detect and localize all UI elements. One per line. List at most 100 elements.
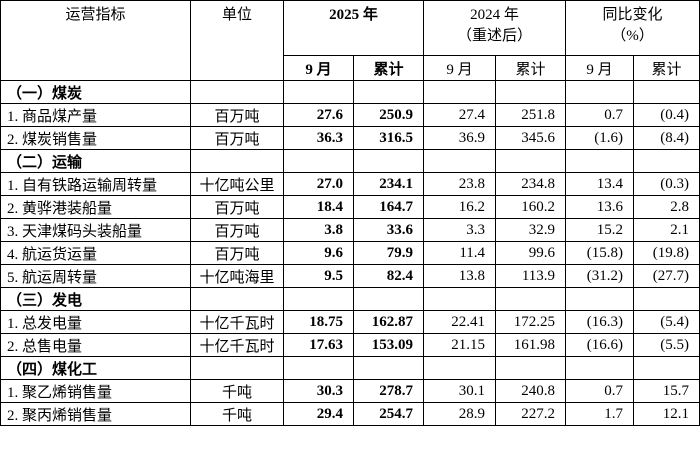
value: 345.6 xyxy=(495,126,567,150)
data-row: 5. 航运周转量 十亿吨海里 9.5 82.4 13.8 113.9 (31.2) (27.7… xyxy=(0,264,700,288)
value: 254.7 xyxy=(352,402,425,426)
section-row: （四）煤化工 xyxy=(0,356,700,380)
data-row: 3. 天津煤码头装船量 百万吨 3.8 33.6 3.3 32.9 15.2 2.1 xyxy=(0,218,700,242)
value: (31.2) xyxy=(565,264,635,288)
header-cell: 累计 xyxy=(495,55,567,81)
unit: 十亿千瓦时 xyxy=(190,333,284,357)
data-row: 1. 总发电量 十亿千瓦时 18.75 162.87 22.41 172.25 (16.3)… xyxy=(0,310,700,334)
value: (8.4) xyxy=(633,126,700,150)
value: 30.1 xyxy=(423,379,497,403)
empty-cell xyxy=(190,287,284,311)
value: 0.7 xyxy=(565,103,635,127)
empty-cell xyxy=(495,356,567,380)
indicator: 1. 总发电量 xyxy=(0,310,191,334)
header-line: （重述后） xyxy=(457,28,533,44)
value: (5.4) xyxy=(633,310,700,334)
header-row: 9 月累计 9 月累计 9 月累计 xyxy=(1,55,700,81)
value: 9.6 xyxy=(283,241,354,265)
section-title: （一）煤炭 xyxy=(0,80,191,104)
value: 172.25 xyxy=(495,310,567,334)
value: 99.6 xyxy=(495,241,567,265)
unit: 百万吨 xyxy=(190,126,284,150)
section-row: （三）发电 xyxy=(0,287,700,311)
data-row: 2. 煤炭销售量 百万吨 36.3 316.5 36.9 345.6 (1.6) (8.4) xyxy=(0,126,700,150)
data-row: 2. 聚丙烯销售量 千吨 29.4 254.7 28.9 227.2 1.7 12.1 xyxy=(0,402,700,426)
operations-table: 运营指标 单位 2025 年 2024 年（重述后） 同比变化 （%） 9 月累计 9 月累计… xyxy=(0,0,700,426)
indicator: 2. 黄骅港装船量 xyxy=(0,195,191,219)
value: 30.3 xyxy=(283,379,354,403)
unit: 百万吨 xyxy=(190,195,284,219)
data-row: 2. 总售电量 十亿千瓦时 17.63 153.09 21.15 161.98 (16.6)… xyxy=(0,333,700,357)
value: 27.6 xyxy=(283,103,354,127)
empty-cell xyxy=(565,287,635,311)
header-line: 2024 年 xyxy=(470,7,519,23)
data-row: 1. 商品煤产量 百万吨 27.6 250.9 27.4 251.8 0.7 (0.4) xyxy=(0,103,700,127)
value: (27.7) xyxy=(633,264,700,288)
header-cell: 累计 xyxy=(633,55,700,81)
empty-cell xyxy=(352,356,425,380)
empty-cell xyxy=(633,287,700,311)
unit: 百万吨 xyxy=(190,218,284,242)
value: 23.8 xyxy=(423,172,497,196)
header-cell: 2024 年 （重述后） xyxy=(423,0,567,56)
indicator: 2. 煤炭销售量 xyxy=(0,126,191,150)
section-title: （四）煤化工 xyxy=(0,356,191,380)
empty-cell xyxy=(423,287,497,311)
value: (16.6) xyxy=(565,333,635,357)
header-cell: 同比变化 （%） xyxy=(565,0,700,56)
empty-cell xyxy=(495,149,567,173)
indicator: 3. 天津煤码头装船量 xyxy=(0,218,191,242)
value: 227.2 xyxy=(495,402,567,426)
unit: 千吨 xyxy=(190,402,284,426)
empty-cell xyxy=(633,356,700,380)
value: 162.87 xyxy=(352,310,425,334)
empty-cell xyxy=(190,356,284,380)
value: 36.9 xyxy=(423,126,497,150)
value: 15.7 xyxy=(633,379,700,403)
value: 164.7 xyxy=(352,195,425,219)
value: 33.6 xyxy=(352,218,425,242)
value: 27.0 xyxy=(283,172,354,196)
value: 32.9 xyxy=(495,218,567,242)
empty-cell xyxy=(283,80,354,104)
empty-cell xyxy=(190,149,284,173)
data-row: 1. 自有铁路运输周转量 十亿吨公里 27.0 234.1 23.8 234.8 13.4(… xyxy=(0,172,700,196)
value: 9.5 xyxy=(283,264,354,288)
value: 1.7 xyxy=(565,402,635,426)
empty-cell xyxy=(352,149,425,173)
value: 15.2 xyxy=(565,218,635,242)
value: 251.8 xyxy=(495,103,567,127)
unit: 十亿吨公里 xyxy=(190,172,284,196)
empty-cell xyxy=(495,287,567,311)
header-row: 运营指标 单位 2025 年 2024 年 （重述后） 同比变化 （%） xyxy=(0,0,700,81)
value: (16.3) xyxy=(565,310,635,334)
value: 13.6 xyxy=(565,195,635,219)
value: 3.3 xyxy=(423,218,497,242)
value: 0.7 xyxy=(565,379,635,403)
indicator: 5. 航运周转量 xyxy=(0,264,191,288)
empty-cell xyxy=(423,80,497,104)
value: 22.41 xyxy=(423,310,497,334)
value: 3.8 xyxy=(283,218,354,242)
header-cell: 9 月 xyxy=(283,55,354,81)
value: 240.8 xyxy=(495,379,567,403)
value: 29.4 xyxy=(283,402,354,426)
indicator: 2. 聚丙烯销售量 xyxy=(0,402,191,426)
value: 18.4 xyxy=(283,195,354,219)
empty-cell xyxy=(283,287,354,311)
empty-cell xyxy=(495,80,567,104)
section-title: （三）发电 xyxy=(0,287,191,311)
value: (1.6) xyxy=(565,126,635,150)
header-cell: 单位 xyxy=(190,0,284,81)
empty-cell xyxy=(352,80,425,104)
header-cell: 累计 xyxy=(352,55,425,81)
value: 153.09 xyxy=(352,333,425,357)
empty-cell xyxy=(423,356,497,380)
value: 18.75 xyxy=(283,310,354,334)
value: 161.98 xyxy=(495,333,567,357)
unit: 十亿吨海里 xyxy=(190,264,284,288)
header-line: （%） xyxy=(611,28,654,44)
value: 2.8 xyxy=(633,195,700,219)
empty-cell xyxy=(633,80,700,104)
